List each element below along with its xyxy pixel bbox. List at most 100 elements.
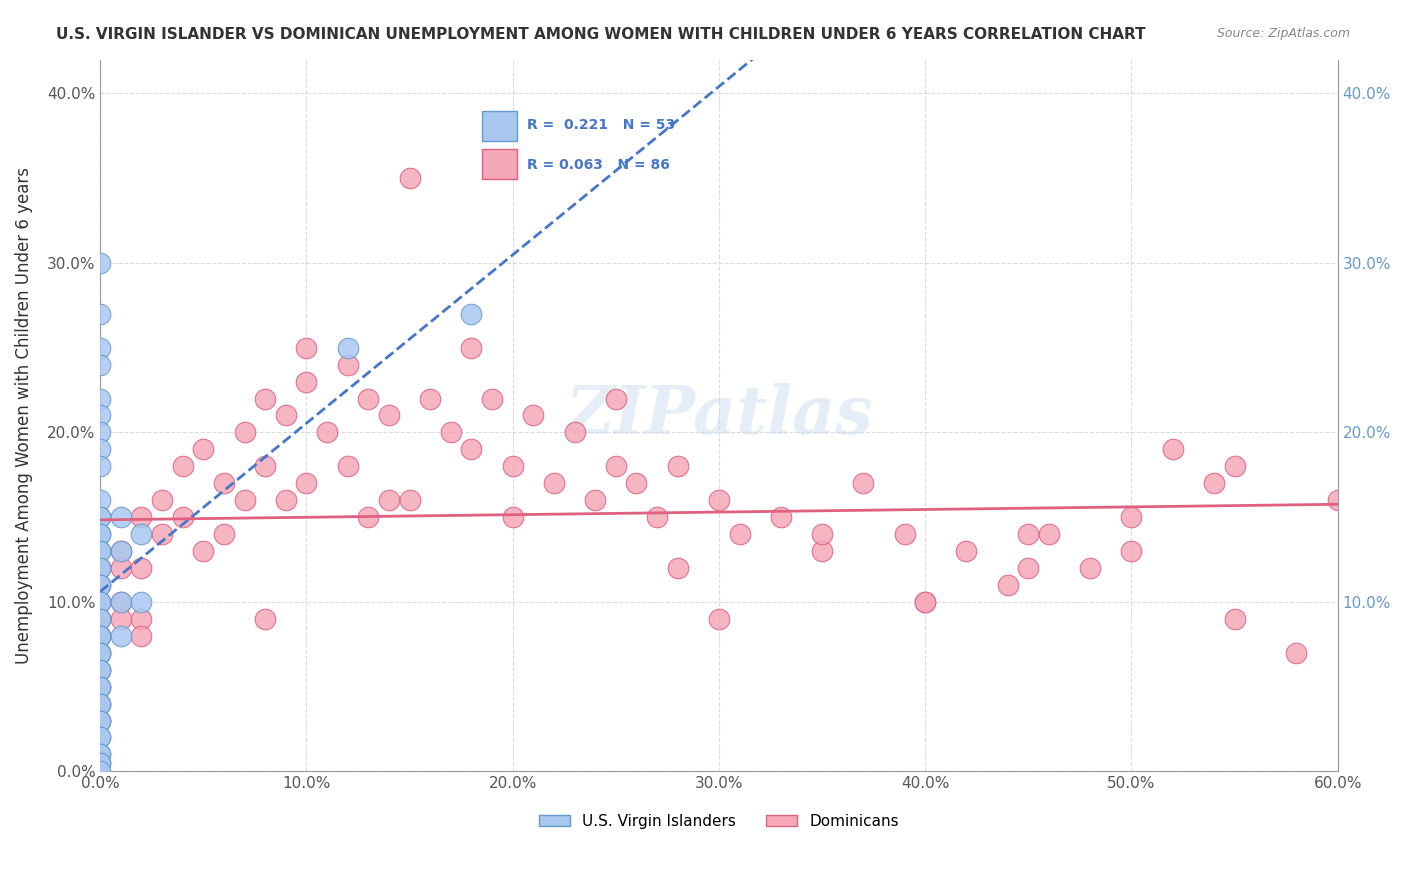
Point [605, 459, 627, 474]
Point [89, 747, 111, 762]
Point [1078, 561, 1101, 575]
Point [707, 493, 730, 508]
Point [89, 595, 111, 609]
Point [626, 476, 648, 491]
Point [131, 527, 153, 541]
Point [502, 510, 524, 524]
Point [89, 595, 111, 609]
Point [89, 459, 111, 474]
Point [440, 425, 463, 440]
Point [274, 409, 297, 423]
Point [645, 510, 668, 524]
Point [1202, 476, 1225, 491]
Point [1223, 459, 1246, 474]
Point [955, 544, 977, 558]
Point [89, 764, 111, 779]
Point [336, 341, 359, 355]
Point [89, 442, 111, 457]
Point [89, 680, 111, 694]
Point [110, 544, 132, 558]
Point [914, 595, 936, 609]
Point [89, 612, 111, 626]
Point [89, 629, 111, 643]
Point [89, 510, 111, 524]
Point [131, 595, 153, 609]
Point [89, 629, 111, 643]
Point [89, 663, 111, 677]
Point [357, 392, 380, 406]
Point [89, 663, 111, 677]
Point [336, 358, 359, 372]
Point [89, 629, 111, 643]
Point [89, 697, 111, 711]
Point [666, 561, 689, 575]
Point [1038, 527, 1060, 541]
Point [131, 561, 153, 575]
Point [110, 561, 132, 575]
Point [1017, 527, 1039, 541]
Point [419, 392, 441, 406]
Point [89, 663, 111, 677]
Text: Source: ZipAtlas.com: Source: ZipAtlas.com [1216, 27, 1350, 40]
Point [378, 493, 401, 508]
Point [564, 425, 586, 440]
Point [89, 392, 111, 406]
Point [89, 697, 111, 711]
Point [460, 341, 482, 355]
Point [131, 612, 153, 626]
Point [89, 697, 111, 711]
Point [89, 493, 111, 508]
Point [233, 425, 256, 440]
Point [707, 612, 730, 626]
Point [502, 459, 524, 474]
Point [543, 476, 565, 491]
Point [89, 544, 111, 558]
Point [460, 442, 482, 457]
Point [110, 595, 132, 609]
Point [316, 425, 339, 440]
Point [89, 714, 111, 728]
Point [398, 493, 420, 508]
Point [89, 612, 111, 626]
Point [89, 510, 111, 524]
Point [150, 493, 173, 508]
Point [89, 544, 111, 558]
Point [89, 358, 111, 372]
Point [89, 747, 111, 762]
Point [274, 493, 297, 508]
Point [254, 459, 277, 474]
Point [233, 493, 256, 508]
Point [89, 256, 111, 270]
Point [89, 612, 111, 626]
Point [89, 425, 111, 440]
Point [336, 459, 359, 474]
Point [110, 629, 132, 643]
Point [89, 714, 111, 728]
Point [811, 527, 834, 541]
Point [997, 578, 1019, 592]
Point [89, 646, 111, 660]
Point [1121, 544, 1143, 558]
Point [1326, 493, 1348, 508]
Point [295, 476, 318, 491]
Point [605, 392, 627, 406]
Point [212, 476, 235, 491]
Point [89, 578, 111, 592]
Point [1161, 442, 1184, 457]
Point [131, 629, 153, 643]
Point [254, 392, 277, 406]
Point [852, 476, 875, 491]
Text: ZIPatlas: ZIPatlas [565, 383, 873, 448]
Point [89, 595, 111, 609]
Point [89, 561, 111, 575]
Y-axis label: Unemployment Among Women with Children Under 6 years: Unemployment Among Women with Children U… [15, 167, 32, 664]
Point [522, 409, 544, 423]
Point [378, 409, 401, 423]
Point [1285, 646, 1308, 660]
Point [212, 527, 235, 541]
Point [193, 544, 215, 558]
Point [89, 680, 111, 694]
Text: U.S. VIRGIN ISLANDER VS DOMINICAN UNEMPLOYMENT AMONG WOMEN WITH CHILDREN UNDER 6: U.S. VIRGIN ISLANDER VS DOMINICAN UNEMPL… [56, 27, 1146, 42]
Point [769, 510, 792, 524]
Point [89, 714, 111, 728]
